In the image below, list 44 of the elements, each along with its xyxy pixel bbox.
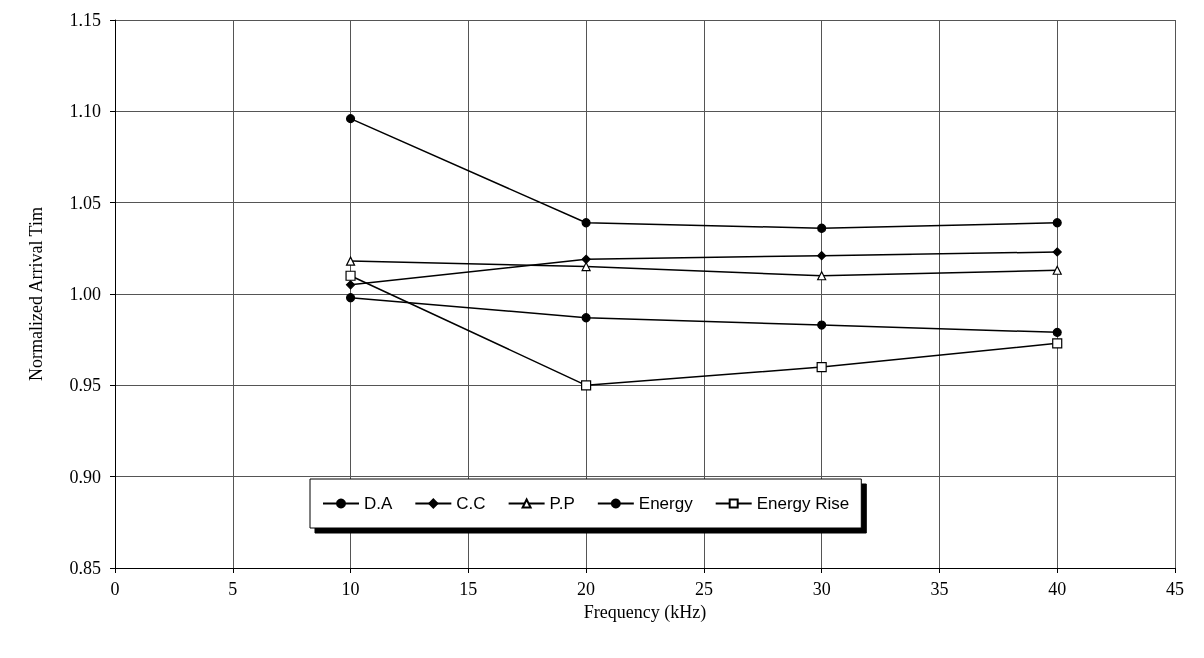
legend-label: C.C [456,494,486,513]
point [581,254,591,264]
point [345,280,356,290]
legend-label: P.P [549,494,575,513]
point [345,270,356,281]
point [816,361,827,373]
x-tick-label: 5 [228,579,238,599]
x-tick-label: 10 [341,579,360,599]
point [581,218,591,228]
point [581,262,591,272]
x-tick-label: 35 [930,579,949,599]
x-tick-label: 15 [459,579,478,599]
point [817,251,827,261]
legend-label: Energy Rise [756,494,850,513]
y-tick-label: 1.15 [69,10,101,30]
point [817,271,827,281]
y-tick-label: 1.10 [69,101,101,122]
x-tick-label: 20 [577,579,596,599]
point [345,293,356,303]
point [1052,338,1063,349]
point [1052,265,1062,275]
point [581,313,591,323]
y-axis-title: Normalized Arrival Tim [26,207,46,381]
point [581,380,592,391]
y-tick-label: 0.95 [69,375,101,396]
y-tick-label: 0.90 [69,466,101,487]
point [817,320,827,330]
point [817,223,827,233]
x-tick-label: 0 [110,579,120,599]
point [1052,218,1062,228]
x-tick-label: 25 [694,579,713,599]
y-tick-label: 1.05 [69,192,101,213]
point [1052,327,1062,337]
point [345,114,356,124]
legend-label: D.A [364,494,393,513]
y-tick-label: 0.85 [69,558,101,578]
x-tick-label: 40 [1048,579,1067,599]
x-tick-label: 30 [812,579,831,599]
y-tick-label: 1.00 [69,284,101,304]
x-axis-title: Frequency (kHz) [583,601,707,623]
x-tick-label: 45 [1166,579,1184,599]
point [345,256,356,266]
point [1052,247,1062,257]
legend-label: Energy [638,494,694,513]
